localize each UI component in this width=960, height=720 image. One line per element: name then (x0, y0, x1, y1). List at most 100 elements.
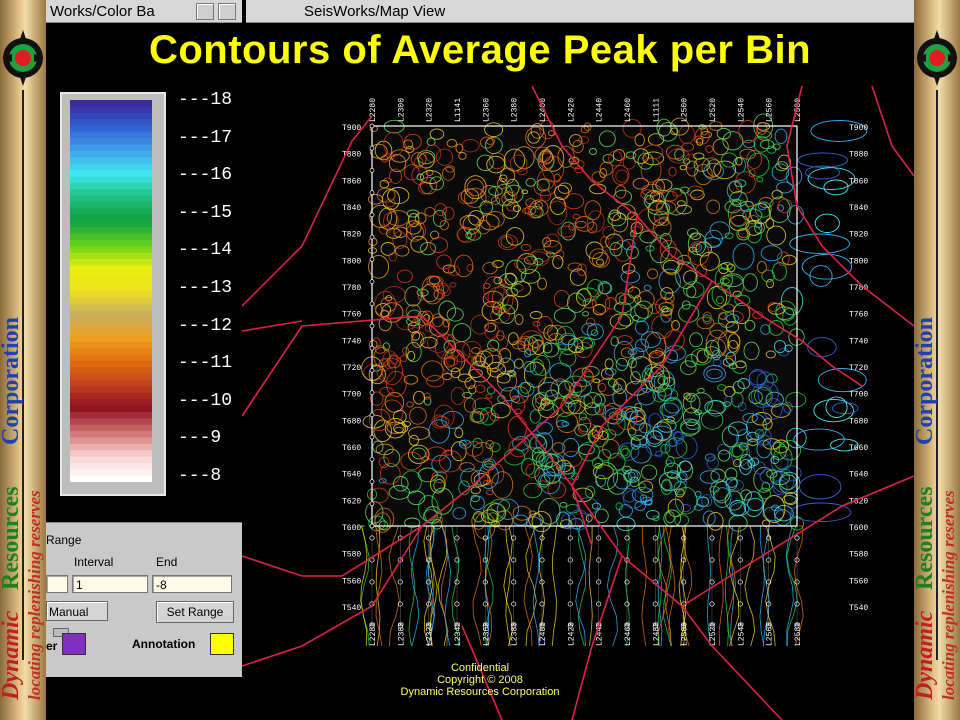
grid-node (766, 623, 772, 629)
contour-line (443, 356, 456, 368)
contour-line (471, 525, 482, 647)
line-label-top: L2460 (624, 98, 633, 122)
grid-node (681, 623, 687, 629)
color-band (70, 265, 152, 273)
contour-line (608, 209, 622, 221)
color-band (70, 386, 152, 394)
contour-line (706, 199, 721, 215)
grid-node (369, 501, 375, 507)
trace-label-left: T700 (342, 391, 361, 400)
contour-line (675, 261, 697, 289)
map-view-window-titlebar[interactable]: SeisWorks/Map View (246, 0, 914, 23)
contour-line (464, 377, 476, 389)
trace-label-left: T880 (342, 151, 361, 160)
contour-line (428, 316, 450, 337)
contour-line (572, 214, 581, 220)
line-label-bottom: L2380 (511, 622, 520, 646)
contour-line (605, 367, 617, 376)
brand-tagline: locating replenishing reserves (25, 490, 44, 700)
contour-line (537, 277, 548, 290)
minimize-button[interactable] (196, 3, 214, 20)
contour-line (665, 511, 675, 524)
contour-line (761, 269, 775, 283)
grid-node (681, 579, 687, 585)
contour-line (658, 471, 682, 491)
contour-line (772, 439, 790, 454)
contour-line (615, 357, 628, 371)
contour-line (550, 378, 571, 400)
grid-node (794, 623, 800, 629)
contour-line (407, 350, 416, 361)
contour-map[interactable]: L2280 L2300 L2320 L1141 L2360 L2380 L2400 L2420… (242, 86, 914, 720)
contour-color-swatch[interactable] (62, 633, 86, 655)
line-label-top: L2540 (737, 98, 746, 122)
contour-line (475, 219, 491, 235)
contour-range-controls: Range Interval End 1 -8 Manual Set Range… (46, 522, 242, 677)
mode-select[interactable]: Manual (46, 601, 108, 638)
line-label-bottom: L2540 (737, 622, 746, 646)
grid-node (369, 301, 375, 307)
contour-line (722, 273, 744, 288)
contour-line (724, 490, 744, 511)
contour-line (556, 411, 578, 433)
grid-node (397, 623, 403, 629)
brand-word-corporation: Corporation (914, 317, 938, 445)
contour-line (664, 291, 675, 304)
start-field[interactable] (46, 575, 68, 593)
contour-line (585, 241, 604, 260)
contour-line (582, 311, 590, 317)
maximize-button[interactable] (218, 3, 236, 20)
grid-node (596, 557, 602, 563)
contour-line (535, 201, 543, 210)
contour-line (382, 285, 406, 304)
grid-node (426, 535, 432, 541)
contour-line (726, 263, 736, 273)
line-label-top: L2380 (511, 98, 520, 122)
contour-line (486, 386, 496, 395)
contour-line (569, 381, 583, 397)
contour-line (668, 525, 676, 647)
contour-line (459, 214, 481, 230)
contour-line (471, 407, 489, 424)
contour-line (683, 392, 691, 400)
dropdown-indicator-icon (53, 628, 69, 638)
contour-line (441, 166, 455, 181)
trace-label-right: T560 (849, 577, 868, 586)
grid-node (482, 623, 488, 629)
grid-node (794, 557, 800, 563)
contour-line (427, 525, 436, 647)
contour-line (717, 311, 736, 328)
contour-line (458, 440, 467, 446)
contour-line (689, 332, 703, 348)
contour-line (663, 377, 675, 387)
contour-line (664, 459, 673, 465)
annotation-color-swatch[interactable] (210, 633, 234, 655)
contour-line (479, 136, 494, 149)
contour-line (765, 391, 784, 408)
end-field[interactable]: -8 (152, 575, 232, 593)
contour-line (584, 200, 602, 221)
contour-line (732, 242, 755, 270)
contour-line (641, 525, 647, 647)
contour-line (435, 148, 454, 166)
interval-field[interactable]: 1 (72, 575, 148, 593)
right-brand-text: Dynamic Resources Corporation locating r… (914, 317, 958, 701)
contour-line (410, 235, 428, 253)
contour-line (369, 391, 384, 406)
contour-line (473, 511, 484, 523)
contour-line (373, 419, 392, 443)
contour-line (755, 434, 772, 446)
color-bar-window-titlebar[interactable]: Works/Color Ba (46, 0, 242, 23)
grid-node (369, 623, 375, 629)
trace-label-left: T840 (342, 204, 361, 213)
contour-line (793, 525, 804, 647)
color-bar-tick-label: ---8 (178, 466, 222, 486)
contour-line (449, 281, 457, 288)
contour-line (553, 289, 570, 309)
set-range-button[interactable]: Set Range (156, 601, 234, 623)
color-band (70, 431, 152, 439)
grid-node (426, 601, 432, 607)
contour-line (813, 398, 855, 423)
contour-line (530, 249, 551, 263)
contour-line (612, 149, 626, 161)
